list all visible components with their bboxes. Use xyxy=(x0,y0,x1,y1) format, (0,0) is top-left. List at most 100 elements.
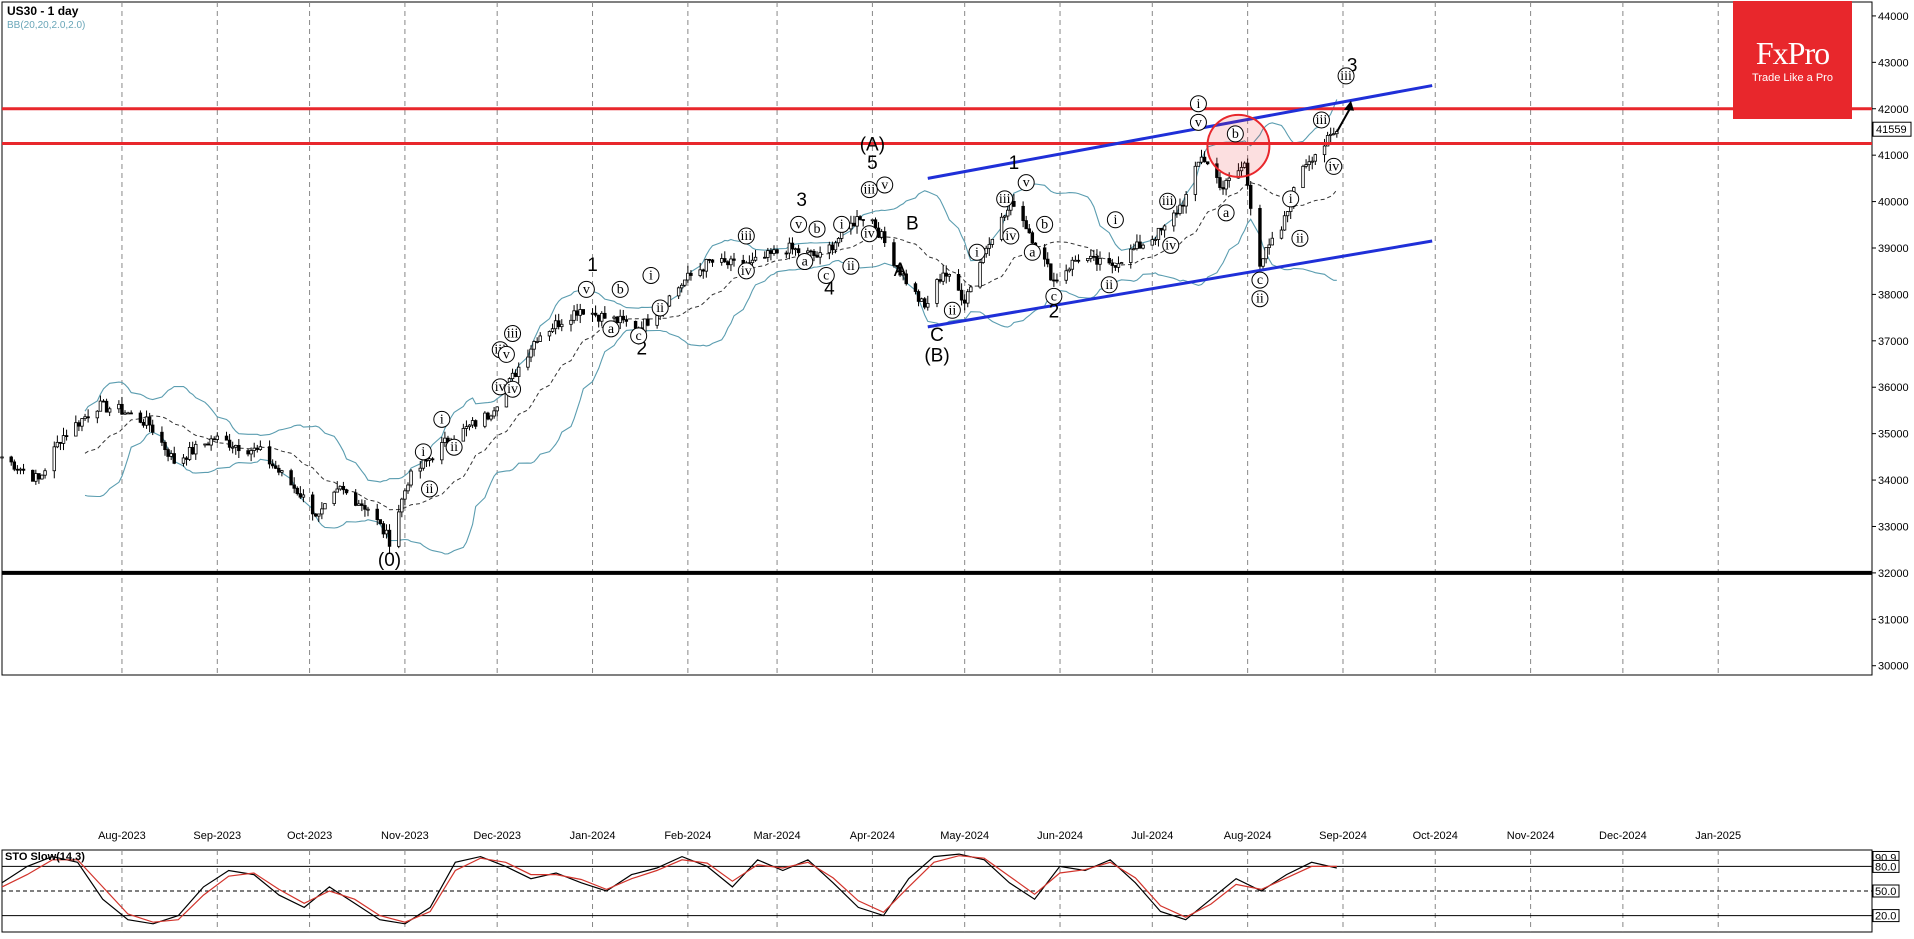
wave-label-circle xyxy=(577,280,595,298)
highlight-circle xyxy=(1206,113,1271,178)
candle-body xyxy=(470,420,475,426)
candle-body xyxy=(1110,262,1115,266)
wave-label: b xyxy=(814,222,821,237)
candle-body xyxy=(1279,229,1284,239)
candle-body xyxy=(833,242,838,251)
wave-label-circle xyxy=(1045,287,1063,305)
x-tick-label: Jun-2024 xyxy=(1037,830,1083,842)
stochastic-title: STO Slow(14,3) xyxy=(5,851,85,863)
candle-body xyxy=(517,366,521,377)
x-tick-label: Oct-2023 xyxy=(287,830,332,842)
candle-body xyxy=(784,252,788,255)
candle-body xyxy=(1055,279,1059,282)
candle-body xyxy=(1141,244,1145,249)
candle-body xyxy=(1086,258,1090,261)
candle-body xyxy=(729,258,733,266)
candle-body xyxy=(1270,237,1274,246)
wave-label: iv xyxy=(741,264,752,279)
candle-body xyxy=(126,412,130,415)
candle-body xyxy=(341,485,346,491)
candle-body xyxy=(495,406,499,412)
candle-body xyxy=(1322,145,1327,156)
candle-body xyxy=(1239,167,1244,172)
wave-label-circle xyxy=(790,215,808,233)
candle-body xyxy=(37,473,41,480)
candle-body xyxy=(793,248,798,251)
candle-body xyxy=(898,266,902,276)
candle-body xyxy=(289,470,293,486)
candle-body xyxy=(1328,133,1333,136)
candle-body xyxy=(855,216,859,227)
symbol-title: US30 - 1 day xyxy=(7,4,79,18)
candle-body xyxy=(1199,156,1204,163)
trend-channel-line xyxy=(927,84,1433,180)
candle-body xyxy=(147,416,152,426)
candle-body xyxy=(1006,209,1010,217)
wave-label: v xyxy=(503,347,510,362)
candle-body xyxy=(138,412,143,423)
candle-body xyxy=(323,503,327,510)
candle-body xyxy=(513,372,518,377)
candle-body xyxy=(43,470,47,476)
wave-label-circle xyxy=(630,327,648,345)
candle-body xyxy=(1073,259,1078,262)
candle-body xyxy=(52,446,56,472)
candle-body xyxy=(9,456,13,463)
candle-body xyxy=(532,341,536,350)
y-tick-label: 30000 xyxy=(1878,661,1909,673)
candle-body xyxy=(723,258,727,263)
candle-body xyxy=(1113,265,1118,268)
wave-label: a xyxy=(608,322,615,337)
wave-label-circle xyxy=(1189,113,1207,131)
candle-body xyxy=(277,467,281,473)
candle-body xyxy=(596,314,601,322)
wave-label-circle xyxy=(1106,211,1124,229)
wave-label: (0) xyxy=(378,550,401,571)
candle-body xyxy=(1021,205,1025,222)
x-tick-label: Aug-2024 xyxy=(1224,830,1272,842)
candle-body xyxy=(252,447,256,451)
candle-body xyxy=(274,465,278,469)
wave-label: iv xyxy=(1328,159,1339,174)
candle-body xyxy=(883,231,887,244)
candle-body xyxy=(1221,187,1225,190)
wave-label: ii xyxy=(450,440,458,455)
candle-body xyxy=(1002,215,1007,218)
candle-body xyxy=(1138,241,1142,249)
stochastic-tick-label: 80.0 xyxy=(1875,861,1896,873)
wave-label: i xyxy=(1113,213,1117,228)
candle-body xyxy=(947,274,952,277)
candle-body xyxy=(15,468,20,471)
candle-body xyxy=(403,490,407,500)
candle-body xyxy=(892,242,896,266)
y-tick-label: 40000 xyxy=(1878,197,1909,209)
candle-body xyxy=(489,415,493,420)
wave-label-circle xyxy=(1217,204,1235,222)
stochastic-tick-box xyxy=(1872,859,1900,873)
candle-body xyxy=(689,272,693,276)
x-tick-label: Jul-2024 xyxy=(1131,830,1173,842)
wave-label-circle xyxy=(860,225,878,243)
wave-label: ii xyxy=(1296,231,1304,246)
wave-label: 3 xyxy=(1347,56,1358,77)
candle-body xyxy=(151,424,155,433)
candle-body xyxy=(409,470,413,486)
candle-body xyxy=(944,272,948,277)
candle-body xyxy=(335,488,339,493)
candle-body xyxy=(870,219,875,222)
candle-body xyxy=(224,435,229,441)
candle-body xyxy=(117,403,121,410)
wave-label: iv xyxy=(507,382,518,397)
candle-body xyxy=(406,484,410,492)
candle-body xyxy=(1159,227,1164,231)
candle-body xyxy=(246,450,250,455)
candle-body xyxy=(698,269,702,276)
candle-body xyxy=(295,487,299,495)
wave-label-circle xyxy=(602,320,620,338)
candle-body xyxy=(384,529,389,535)
candle-body xyxy=(1092,255,1096,258)
candle-body xyxy=(766,250,770,258)
wave-label: c xyxy=(636,329,642,344)
candle-body xyxy=(624,319,629,322)
candle-body xyxy=(144,416,149,426)
